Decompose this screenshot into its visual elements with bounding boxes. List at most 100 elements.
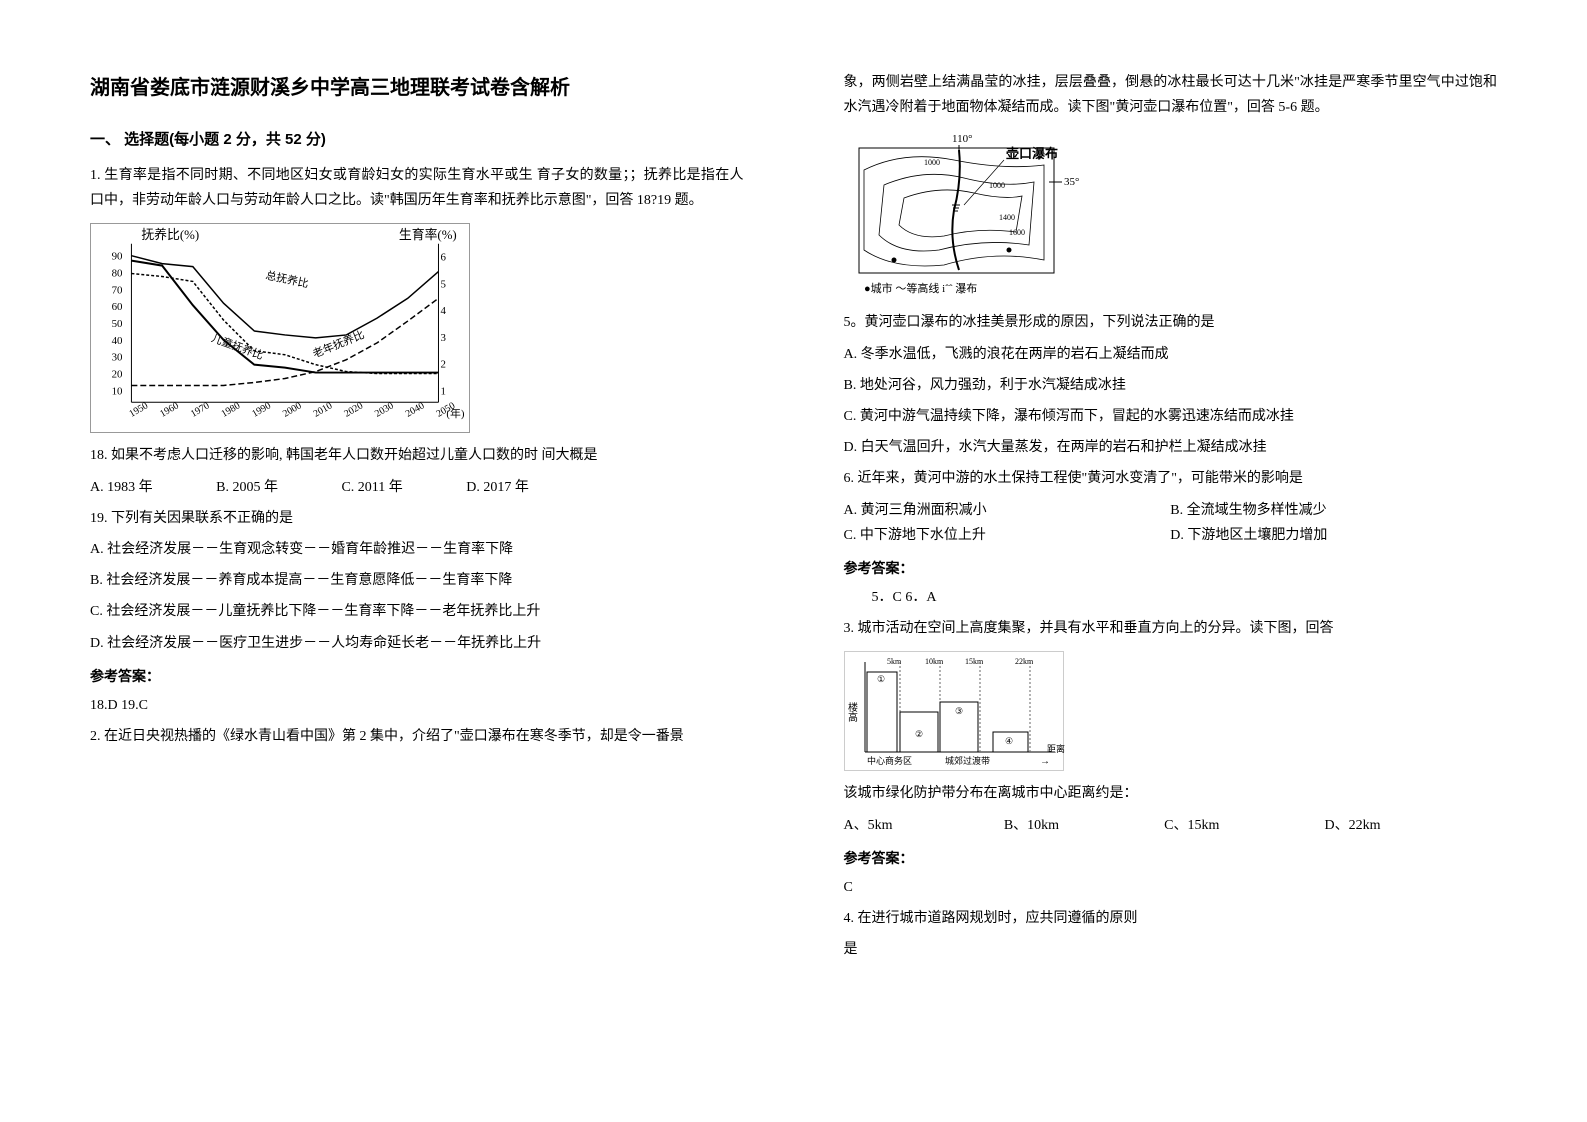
q1-intro: 1. 生育率是指不同时期、不同地区妇女或育龄妇女的实际生育水平或生 育子女的数量… [90,163,744,213]
svg-text:1600: 1600 [1009,228,1025,237]
svg-text:4: 4 [440,306,446,318]
svg-text:儿童抚养比: 儿童抚养比 [210,331,266,363]
chart-svg: 抚养比(%) 生育率(%) 102030 405060 708090 123 4… [91,224,469,432]
q2-intro: 2. 在近日央视热播的《绿水青山看中国》第 2 集中，介绍了"壶口瀑布在寒冬季节… [90,724,744,749]
svg-text:壶口瀑布: 壶口瀑布 [1006,146,1058,161]
svg-text:1990: 1990 [250,401,273,420]
svg-text:(年): (年) [446,407,464,421]
svg-text:1000: 1000 [924,158,940,167]
hukou-map: 110° 35° 壶口瀑布 1000 1000 1400 [844,130,1104,300]
svg-text:1970: 1970 [189,401,212,420]
y-right-label: 生育率(%) [399,227,457,242]
q18-opt-c: C. 2011 年 [341,475,402,500]
q2-cont: 象，两侧岩壁上结满晶莹的冰挂，层层叠叠，倒悬的冰柱最长可达十几米"冰挂是严寒季节… [844,70,1498,120]
svg-text:110°: 110° [952,133,973,145]
svg-text:②: ② [915,729,923,739]
svg-text:距离: 距离 [1047,743,1065,754]
q6-a: A. 黄河三角洲面积减小 [844,498,1171,523]
q18: 18. 如果不考虑人口迁移的影响, 韩国老年人口数开始超过儿童人口数的时 间大概… [90,443,744,468]
svg-text:5km: 5km [887,657,902,666]
q5-c: C. 黄河中游气温持续下降，瀑布倾泻而下，冒起的水雾迅速冻结而成冰挂 [844,404,1498,429]
q3-c: C、15km [1164,813,1321,838]
svg-text:④: ④ [1005,736,1013,746]
q5-b: B. 地处河谷，风力强劲，利于水汽凝结成冰挂 [844,373,1498,398]
answer-3: C [844,875,1498,900]
q5-a: A. 冬季水温低，飞溅的浪花在两岸的岩石上凝结而成 [844,342,1498,367]
q19-c: C. 社会经济发展－－儿童抚养比下降－－生育率下降－－老年抚养比上升 [90,599,744,624]
section-1-heading: 一、 选择题(每小题 2 分，共 52 分) [90,126,744,153]
svg-text:中心商务区: 中心商务区 [867,755,912,766]
q3-options: A、5km B、10km C、15km D、22km [844,813,1498,838]
svg-text:30: 30 [112,352,123,364]
svg-text:2040: 2040 [404,401,427,420]
svg-text:22km: 22km [1015,657,1034,666]
svg-text:1980: 1980 [220,401,243,420]
q6-b: B. 全流域生物多样性减少 [1170,498,1497,523]
svg-text:1960: 1960 [158,401,181,420]
q4-cont: 是 [844,937,1498,962]
svg-text:50: 50 [112,318,123,330]
q5: 5。黄河壶口瀑布的冰挂美景形成的原因，下列说法正确的是 [844,310,1498,335]
svg-text:2020: 2020 [342,401,365,420]
exam-title: 湖南省娄底市涟源财溪乡中学高三地理联考试卷含解析 [90,70,744,106]
svg-text:5: 5 [440,279,446,291]
q5-d: D. 白天气温回升，水汽大量蒸发，在两岸的岩石和护栏上凝结成冰挂 [844,435,1498,460]
svg-text:10km: 10km [925,657,944,666]
q18-opt-a: A. 1983 年 [90,475,153,500]
svg-text:1000: 1000 [989,181,1005,190]
svg-text:90: 90 [112,251,123,263]
q6-row1: A. 黄河三角洲面积减小 B. 全流域生物多样性减少 [844,498,1498,523]
svg-text:●城市 ～等高线 iˆˆ 瀑布: ●城市 ～等高线 iˆˆ 瀑布 [864,281,977,295]
svg-text:1400: 1400 [999,213,1015,222]
svg-text:2010: 2010 [312,401,335,420]
svg-text:→: → [1040,756,1050,767]
q3-a: A、5km [844,813,1001,838]
svg-text:6: 6 [440,252,446,264]
q18-opt-d: D. 2017 年 [466,475,529,500]
q18-opt-b: B. 2005 年 [216,475,278,500]
left-column: 湖南省娄底市涟源财溪乡中学高三地理联考试卷含解析 一、 选择题(每小题 2 分，… [0,0,794,1122]
svg-text:70: 70 [112,285,123,297]
svg-text:①: ① [877,674,885,684]
y-left-label: 抚养比(%) [141,227,199,242]
svg-text:15km: 15km [965,657,984,666]
q19-d: D. 社会经济发展－－医疗卫生进步－－人均寿命延长老－－年抚养比上升 [90,631,744,656]
q3-intro: 3. 城市活动在空间上高度集聚，并具有水平和垂直方向上的分异。读下图，回答 [844,616,1498,641]
q3-b: B、10km [1004,813,1161,838]
q19-b: B. 社会经济发展－－养育成本提高－－生育意愿降低－－生育率下降 [90,568,744,593]
svg-text:35°: 35° [1064,176,1079,188]
svg-text:1950: 1950 [127,401,150,420]
svg-text:总抚养比: 总抚养比 [265,268,311,291]
svg-text:20: 20 [112,369,123,381]
svg-text:老年抚养比: 老年抚养比 [311,327,367,360]
answer-2: 5．C 6．A [844,585,1498,610]
korea-fertility-chart: 抚养比(%) 生育率(%) 102030 405060 708090 123 4… [90,223,470,433]
q18-options: A. 1983 年 B. 2005 年 C. 2011 年 D. 2017 年 [90,475,744,500]
svg-text:③: ③ [955,706,963,716]
q3-d: D、22km [1324,813,1481,838]
urban-profile-chart: 楼高 → 距离 5km 10km 15km 22km ① ② ③ [844,651,1064,771]
right-column: 象，两侧岩壁上结满晶莹的冰挂，层层叠叠，倒悬的冰柱最长可达十几米"冰挂是严寒季节… [794,0,1587,1122]
svg-text:2030: 2030 [373,401,396,420]
svg-text:2: 2 [440,359,445,371]
q4: 4. 在进行城市道路网规划时，应共同遵循的原则 [844,906,1498,931]
map-svg: 110° 35° 壶口瀑布 1000 1000 1400 [844,130,1104,300]
answer-label-1: 参考答案： [90,664,744,689]
svg-text:10: 10 [112,386,123,398]
q6-c: C. 中下游地下水位上升 [844,523,1171,548]
svg-text:1: 1 [440,386,445,398]
q6: 6. 近年来，黄河中游的水土保持工程使"黄河水变清了"，可能带米的影响是 [844,466,1498,491]
q3: 该城市绿化防护带分布在离城市中心距离约是： [844,781,1498,806]
svg-text:80: 80 [112,268,123,280]
svg-text:楼高: 楼高 [845,701,857,723]
q6-d: D. 下游地区土壤肥力增加 [1170,523,1497,548]
svg-text:40: 40 [112,335,123,347]
answer-1: 18.D 19.C [90,693,744,718]
svg-text:3: 3 [440,332,446,344]
svg-text:60: 60 [112,302,123,314]
q6-row2: C. 中下游地下水位上升 D. 下游地区土壤肥力增加 [844,523,1498,548]
q19: 19. 下列有关因果联系不正确的是 [90,506,744,531]
urban-svg: 楼高 → 距离 5km 10km 15km 22km ① ② ③ [845,652,1065,772]
answer-label-3: 参考答案： [844,846,1498,871]
svg-text:2000: 2000 [281,401,304,420]
